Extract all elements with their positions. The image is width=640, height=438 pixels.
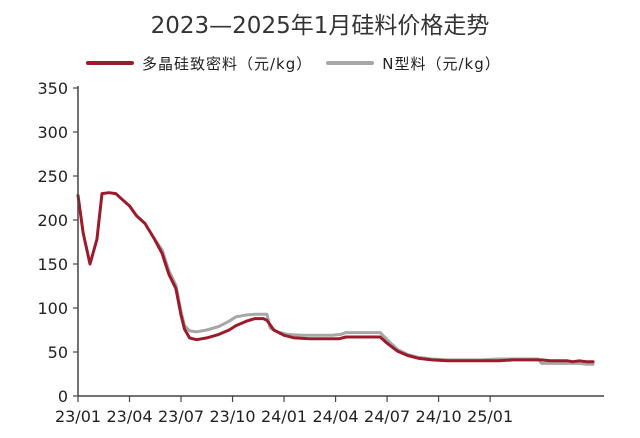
x-tick-label: 23/01: [55, 407, 101, 426]
y-tick-label: 100: [37, 299, 68, 318]
x-tick-label: 23/04: [106, 407, 152, 426]
series-layer: [76, 191, 595, 366]
y-tick-label: 0: [58, 387, 68, 406]
series-line-polysilicon: [76, 191, 595, 364]
x-tick-label: 24/04: [313, 407, 359, 426]
y-tick-label: 200: [37, 211, 68, 230]
y-tick-label: 150: [37, 255, 68, 274]
axis-layer: 0 50 100 150 200 250 300 350 23/01 23/04 23/07 23/1…: [37, 79, 604, 426]
x-tick-label: 23/10: [209, 407, 255, 426]
y-tick-label: 350: [37, 79, 68, 98]
chart-title: 2023—2025年1月硅料价格走势: [150, 13, 490, 39]
legend-swatch-polysilicon: [86, 61, 134, 65]
y-tick-label: 250: [37, 167, 68, 186]
legend-label-ntype: N型料（元/kg）: [382, 54, 501, 73]
legend-label-polysilicon: 多晶硅致密料（元/kg）: [142, 54, 313, 73]
legend-item-ntype: N型料（元/kg）: [326, 53, 500, 74]
x-tick-label: 24/10: [416, 407, 462, 426]
series-line-ntype: [152, 236, 595, 366]
legend-swatch-ntype: [326, 61, 375, 65]
x-tick-label: 25/01: [467, 407, 513, 426]
legend: 多晶硅致密料（元/kg） N型料（元/kg）: [86, 50, 515, 76]
legend-item-polysilicon: 多晶硅致密料（元/kg）: [86, 53, 312, 74]
x-tick-label: 23/07: [158, 407, 204, 426]
y-tick-label: 300: [37, 123, 68, 142]
x-tick-label: 24/01: [261, 407, 307, 426]
y-tick-label: 50: [48, 343, 68, 362]
x-tick-label: 24/07: [364, 407, 410, 426]
